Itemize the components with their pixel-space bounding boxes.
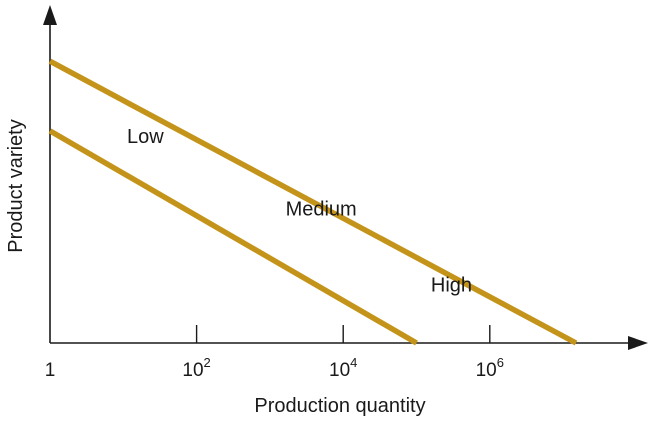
x-tick-label-base: 10 <box>476 360 497 381</box>
region-labels: Low Medium High <box>127 126 472 296</box>
x-tick-label: 102 <box>182 355 210 381</box>
x-tick-label-exponent: 4 <box>350 355 357 370</box>
x-tick-label-base: 10 <box>329 360 350 381</box>
x-tick-labels: 1 102 104 106 <box>45 355 504 381</box>
series-line-1 <box>48 128 418 346</box>
region-label-high: High <box>431 274 472 296</box>
series-lines <box>48 58 578 346</box>
region-label-low: Low <box>127 126 164 148</box>
x-axis-arrow <box>628 336 648 350</box>
x-axis-label: Production quantity <box>254 395 425 417</box>
x-tick-label: 106 <box>476 355 504 381</box>
x-tick-label-base: 1 <box>45 360 56 381</box>
x-tick-label: 1 <box>45 360 56 381</box>
x-tick-label-base: 10 <box>182 360 203 381</box>
series-line-2 <box>48 58 578 346</box>
y-axis-label: Product variety <box>5 119 27 252</box>
y-axis-arrow <box>43 5 57 25</box>
x-ticks <box>195 325 491 343</box>
x-tick-label-exponent: 6 <box>497 355 504 370</box>
axes <box>43 5 648 350</box>
region-label-medium: Medium <box>286 199 357 221</box>
x-tick-label-exponent: 2 <box>204 355 211 370</box>
x-tick-label: 104 <box>329 355 357 381</box>
